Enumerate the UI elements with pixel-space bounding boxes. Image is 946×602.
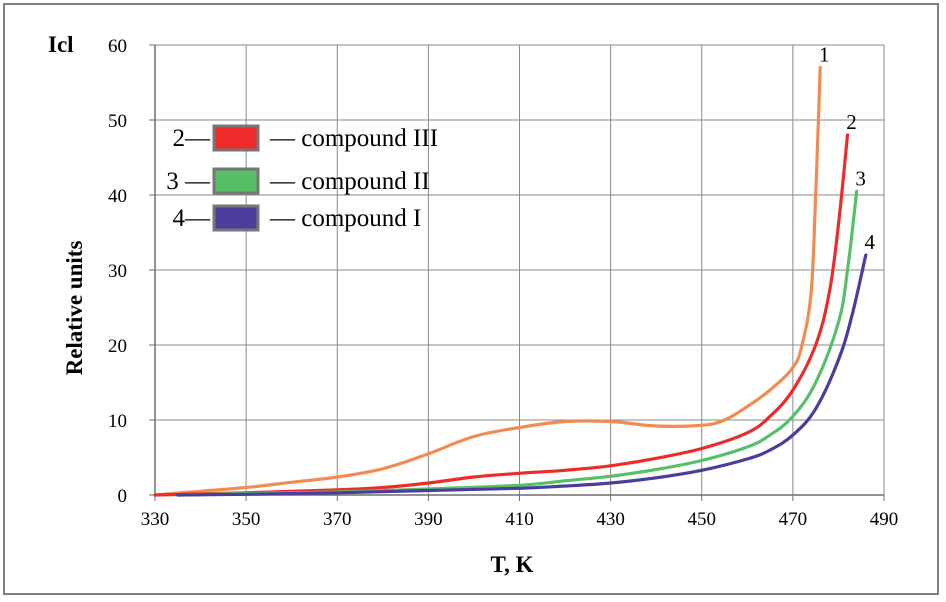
legend-swatch [212,167,260,195]
y-tick-label: 20 [108,336,127,357]
y-axis-title: Relative units [62,241,87,376]
curve-label-2: 2 [846,110,857,134]
x-axis-title: T, K [490,552,533,577]
x-tick-label: 470 [779,509,808,530]
x-tick-label: 410 [505,509,534,530]
legend-item: 4— — compound I [173,204,421,232]
x-tick-label: 390 [414,509,443,530]
x-tick-label: 350 [232,509,261,530]
x-tick-label: 330 [141,509,170,530]
curve-label-3: 3 [855,166,866,190]
x-tick-label: 430 [596,509,625,530]
legend-item: 3 — — compound II [166,167,430,195]
curve-label-4: 4 [865,230,876,254]
y-tick-label: 10 [108,411,127,432]
series-line-2 [153,133,850,497]
legend-item-prefix: 3 — [166,168,211,195]
legend-item-label: — compound I [269,205,421,232]
legend-item-prefix: 4— [173,205,212,232]
legend: 2— — compound III 3 — — compound II 4— — comp… [166,124,438,232]
x-tick-label: 450 [688,509,717,530]
x-tick-label: 370 [323,509,352,530]
y-tick-labels: 0 10 20 30 40 50 60 [108,36,155,507]
y-tick-label: 0 [118,486,128,507]
legend-item-label: — compound II [269,168,430,195]
curve-label-1: 1 [819,43,830,67]
x-tick-labels: 330 350 370 390 410 430 450 470 490 [141,495,899,530]
legend-item: 2— — compound III [173,124,438,152]
x-tick-label: 490 [870,509,899,530]
grid [155,44,885,495]
y-tick-label: 40 [108,186,127,207]
series-line-1 [153,65,822,497]
legend-item-label: — compound III [269,125,438,152]
curve-labels: 1 2 3 4 [819,43,876,255]
series-line-3 [176,189,859,497]
y-tick-label: 30 [108,261,127,282]
legend-item-prefix: 2— [173,125,212,152]
legend-swatch [212,204,260,232]
y-axis-top-label: Icl [48,32,74,57]
y-tick-label: 50 [108,111,127,132]
series [153,65,868,497]
legend-swatch [212,124,260,152]
series-line-4 [176,253,868,497]
y-tick-label: 60 [108,36,127,57]
